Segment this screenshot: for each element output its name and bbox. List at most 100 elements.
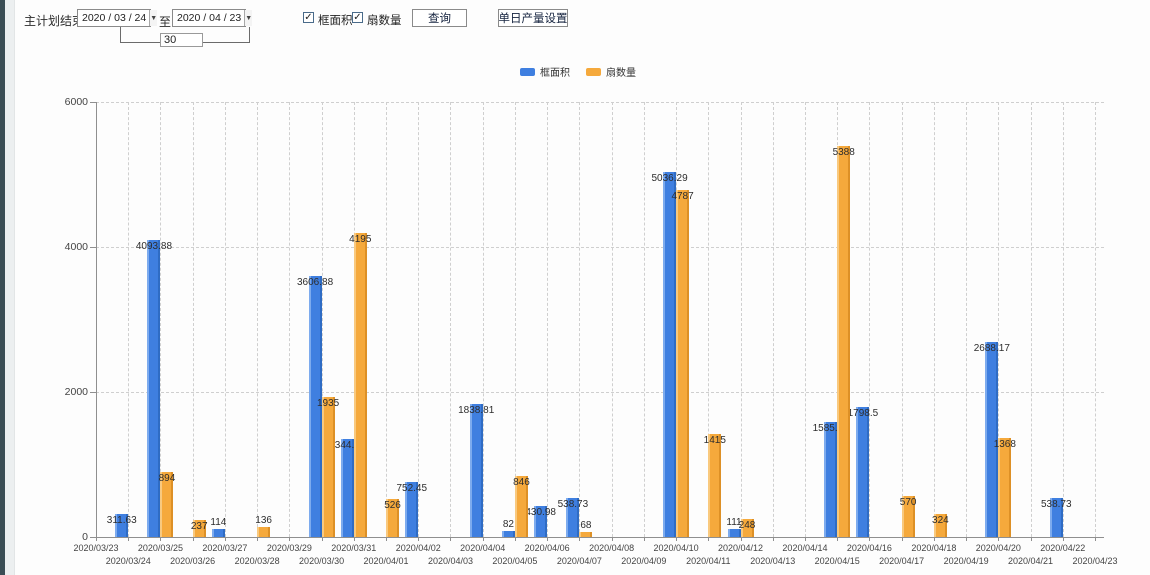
bar-frame-area-2020/03/27 xyxy=(211,528,225,537)
x-gridline xyxy=(224,102,226,537)
x-axis-label: 2020/03/26 xyxy=(170,556,216,566)
x-gridline xyxy=(933,102,935,537)
x-axis-label: 2020/03/30 xyxy=(299,556,345,566)
x-axis-tick xyxy=(353,537,355,541)
x-axis-label: 2020/04/05 xyxy=(492,556,538,566)
bar-value-label-sash-count: 894 xyxy=(158,473,176,485)
x-axis-label: 2020/04/13 xyxy=(750,556,796,566)
bar-frame-area-2020/04/05 xyxy=(501,531,515,537)
bar-sash-count-2020/04/18 xyxy=(933,513,947,537)
y-axis-tick xyxy=(90,392,96,393)
bar-frame-area-2020/04/20 xyxy=(985,342,999,537)
x-axis-label: 2020/03/23 xyxy=(73,543,119,553)
x-axis-tick xyxy=(547,537,549,541)
frame-area-checkbox-label: 框面积 xyxy=(318,15,353,27)
x-gridline xyxy=(192,102,194,537)
bar-value-label-frame-area: 114 xyxy=(210,516,227,528)
bar-value-label-frame-area: 752.45 xyxy=(396,483,428,495)
x-axis-label: 2020/04/01 xyxy=(363,556,409,566)
x-axis-tick xyxy=(772,537,774,541)
x-gridline xyxy=(869,102,871,537)
sash-count-checkbox[interactable]: ✓ xyxy=(352,12,363,23)
legend-item-sash-count[interactable]: 扇数量 xyxy=(586,64,636,79)
bar-value-label-sash-count: 1415 xyxy=(703,435,726,447)
x-axis-tick xyxy=(869,537,871,541)
frame-area-legend-swatch xyxy=(520,67,535,76)
x-axis-tick xyxy=(96,537,97,541)
x-axis-label: 2020/04/14 xyxy=(782,543,828,553)
legend-item-frame-area[interactable]: 框面积 xyxy=(520,64,570,79)
x-axis-label: 2020/03/24 xyxy=(105,556,151,566)
x-axis-label: 2020/04/23 xyxy=(1072,556,1118,566)
x-gridline xyxy=(1030,102,1032,537)
x-axis-label: 2020/04/20 xyxy=(975,543,1021,553)
bar-value-label-frame-area: 1585.96 xyxy=(812,423,849,435)
to-label: 至: xyxy=(159,15,175,29)
x-axis-tick xyxy=(901,537,903,541)
bar-value-label-sash-count: 237 xyxy=(190,520,208,532)
bar-value-label-sash-count: 68 xyxy=(580,520,592,532)
x-axis-tick xyxy=(192,537,194,541)
x-axis-tick xyxy=(418,537,420,541)
bar-value-label-sash-count: 324 xyxy=(932,514,949,526)
start-date-dropdown-icon[interactable]: ▼ xyxy=(149,10,158,26)
bar-sash-count-2020/04/05 xyxy=(514,475,528,537)
bar-value-label-frame-area: 538.73 xyxy=(1040,498,1072,510)
y-gridline xyxy=(96,247,1104,248)
x-axis-label: 2020/04/08 xyxy=(589,543,635,553)
bar-frame-area-2020/04/06 xyxy=(534,505,548,537)
window-edge-strip xyxy=(0,0,5,575)
start-date-picker[interactable]: 2020 / 03 / 24 ▼ xyxy=(77,9,158,27)
x-axis-tick xyxy=(933,537,935,541)
x-gridline xyxy=(128,102,130,537)
bar-sash-count-2020/03/26 xyxy=(192,519,206,537)
bar-frame-area-2020/03/31 xyxy=(340,439,354,537)
bar-value-label-sash-count: 1368 xyxy=(993,438,1016,450)
end-date-dropdown-icon[interactable]: ▼ xyxy=(244,10,253,26)
y-axis-label: 4000 xyxy=(64,241,88,253)
x-axis-tick xyxy=(257,537,259,541)
bar-value-label-frame-area: 430.98 xyxy=(525,506,556,518)
x-axis-label: 2020/04/19 xyxy=(943,556,989,566)
frame-area-legend-label: 框面积 xyxy=(540,68,570,79)
x-axis-tick xyxy=(160,537,162,541)
bracket-line-left-horizontal xyxy=(120,42,160,43)
bar-value-label-sash-count: 4787 xyxy=(671,190,694,202)
end-date-picker[interactable]: 2020 / 04 / 23 ▼ xyxy=(172,9,253,27)
sash-count-legend-swatch xyxy=(586,67,601,76)
x-axis-label: 2020/03/31 xyxy=(331,543,377,553)
x-axis-label: 2020/04/16 xyxy=(846,543,892,553)
x-gridline xyxy=(386,102,388,537)
x-axis-tick xyxy=(611,537,613,541)
x-axis-label: 2020/04/10 xyxy=(653,543,699,553)
bar-value-label-sash-count: 846 xyxy=(513,476,530,488)
x-axis-label: 2020/04/12 xyxy=(717,543,764,553)
bar-value-label-sash-count: 570 xyxy=(899,496,917,508)
x-axis-tick xyxy=(837,537,839,541)
x-axis-label: 2020/03/27 xyxy=(202,543,248,553)
bar-frame-area-2020/04/04 xyxy=(469,403,483,537)
bar-value-label-frame-area: 3606.88 xyxy=(297,276,334,288)
x-axis-line xyxy=(96,537,1104,538)
bar-value-label-frame-area: 1344.95 xyxy=(329,440,366,452)
x-axis-label: 2020/04/03 xyxy=(427,556,473,566)
query-button[interactable]: 查询 xyxy=(412,9,467,27)
end-date-value: 2020 / 04 / 23 xyxy=(177,12,242,24)
bar-value-label-frame-area: 1798.5 xyxy=(847,407,879,419)
bar-frame-area-2020/03/24 xyxy=(115,514,129,537)
x-axis-label: 2020/04/22 xyxy=(1040,543,1086,553)
sash-count-checkbox-label: 扇数量 xyxy=(367,15,402,27)
bar-frame-area-2020/04/15 xyxy=(824,422,838,537)
frame-area-checkbox[interactable]: ✓ xyxy=(303,12,314,23)
x-axis-tick xyxy=(804,537,806,541)
x-gridline xyxy=(547,102,549,537)
bar-value-label-frame-area: 111 xyxy=(726,516,742,528)
bar-frame-area-2020/04/16 xyxy=(856,406,870,537)
x-gridline xyxy=(1095,102,1096,537)
daily-output-settings-button[interactable]: 单日产量设置 xyxy=(498,9,568,27)
y-axis-line xyxy=(96,102,97,537)
x-axis-tick xyxy=(386,537,388,541)
day-span-input[interactable]: 30 xyxy=(160,33,203,47)
x-gridline xyxy=(289,102,291,537)
x-axis-label: 2020/03/28 xyxy=(234,556,280,566)
